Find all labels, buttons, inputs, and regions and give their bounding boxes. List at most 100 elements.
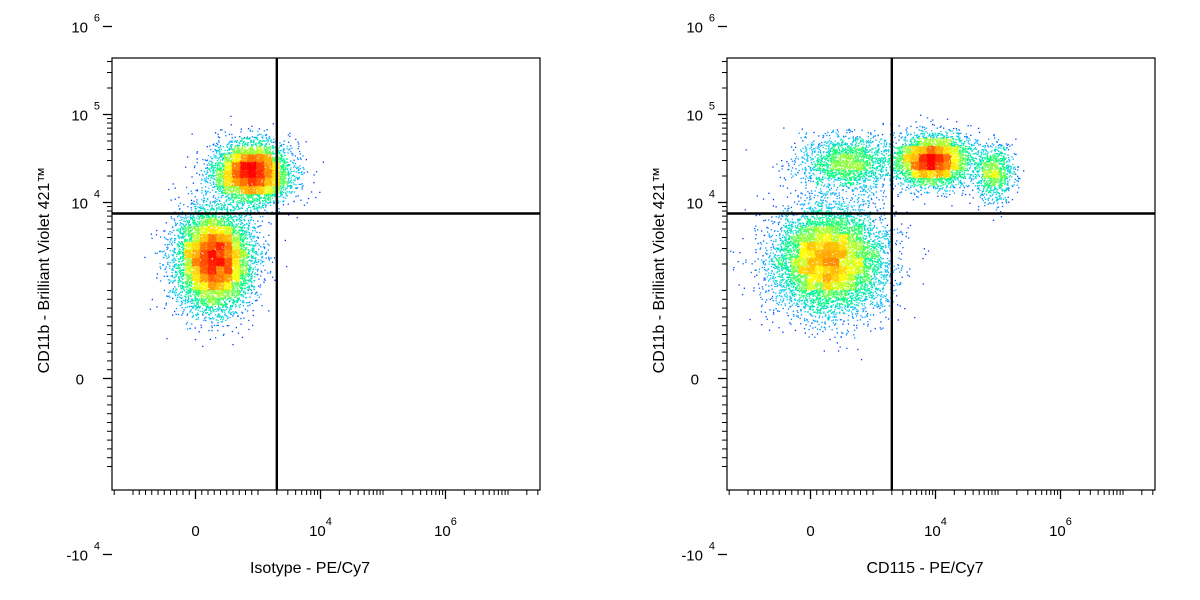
data-point — [224, 153, 225, 154]
data-point — [280, 190, 281, 191]
data-point — [269, 151, 270, 152]
data-point — [290, 169, 291, 170]
data-point — [293, 201, 294, 202]
data-point — [221, 129, 222, 130]
data-point — [201, 183, 202, 184]
data-point — [244, 146, 245, 147]
data-point — [204, 171, 205, 172]
data-point — [300, 159, 301, 160]
data-point — [254, 198, 255, 199]
data-point — [284, 152, 285, 153]
data-point — [199, 174, 200, 175]
data-point — [206, 193, 207, 194]
data-point — [185, 167, 186, 168]
data-point — [289, 182, 290, 183]
data-point — [252, 136, 253, 137]
data-point — [300, 157, 301, 158]
data-point — [262, 216, 263, 217]
data-point — [204, 163, 205, 164]
data-point — [272, 145, 273, 146]
data-point — [298, 143, 299, 144]
data-point — [298, 195, 299, 196]
data-point — [292, 153, 293, 154]
data-point — [207, 146, 208, 147]
data-point — [279, 211, 280, 212]
data-point — [255, 143, 256, 144]
data-point — [304, 172, 305, 173]
data-point — [287, 152, 288, 153]
data-point — [229, 142, 230, 143]
data-point — [283, 204, 284, 205]
data-point — [271, 146, 272, 147]
data-point — [238, 202, 239, 203]
data-point — [248, 199, 249, 200]
data-point — [287, 187, 288, 188]
data-point — [255, 137, 256, 138]
data-point — [302, 155, 303, 156]
data-point — [196, 153, 197, 154]
data-point — [260, 216, 261, 217]
data-point — [259, 128, 260, 129]
data-point — [242, 143, 243, 144]
data-point — [209, 192, 210, 193]
data-point — [279, 147, 280, 148]
data-point — [239, 143, 240, 144]
data-point — [243, 138, 244, 139]
data-point — [244, 203, 245, 204]
data-point — [212, 190, 213, 191]
data-point — [290, 151, 291, 152]
data-point — [240, 202, 241, 203]
data-point — [308, 198, 309, 199]
data-point — [207, 170, 208, 171]
data-point — [192, 133, 193, 134]
data-point — [247, 210, 248, 211]
data-point — [220, 145, 221, 146]
data-point — [287, 169, 288, 170]
data-point — [229, 134, 230, 135]
data-point — [254, 202, 255, 203]
data-point — [231, 124, 232, 125]
data-point — [231, 152, 232, 153]
data-point — [254, 206, 255, 207]
plot-isotype: 0104106-1040104105106107108Isotype - PE/… — [36, 0, 540, 577]
data-point — [267, 150, 268, 151]
data-point — [250, 207, 251, 208]
data-point — [219, 165, 220, 166]
data-point — [215, 164, 216, 165]
data-point — [213, 195, 214, 196]
data-point — [273, 203, 274, 204]
data-point — [230, 204, 231, 205]
data-point — [295, 178, 296, 179]
data-point — [307, 202, 308, 203]
data-point — [301, 174, 302, 175]
data-point — [300, 184, 301, 185]
data-point — [280, 169, 281, 170]
data-point — [209, 161, 210, 162]
data-point — [251, 126, 252, 127]
data-point — [227, 150, 228, 151]
data-point — [223, 188, 224, 189]
data-point — [278, 159, 279, 160]
data-point — [240, 131, 241, 132]
data-point — [220, 163, 221, 164]
data-point — [253, 204, 254, 205]
data-point — [206, 178, 207, 179]
data-point — [213, 182, 214, 183]
data-point — [219, 185, 220, 186]
data-point — [217, 165, 218, 166]
data-point — [253, 208, 254, 209]
data-point — [219, 151, 220, 152]
data-point — [287, 168, 288, 169]
data-point — [227, 154, 228, 155]
data-point — [259, 196, 260, 197]
dots-layer — [144, 116, 324, 347]
data-point — [226, 153, 227, 154]
data-point — [271, 142, 272, 143]
data-point — [235, 137, 236, 138]
data-point — [290, 167, 291, 168]
data-point — [287, 195, 288, 196]
data-point — [215, 132, 216, 133]
data-point — [283, 151, 284, 152]
data-point — [228, 143, 229, 144]
